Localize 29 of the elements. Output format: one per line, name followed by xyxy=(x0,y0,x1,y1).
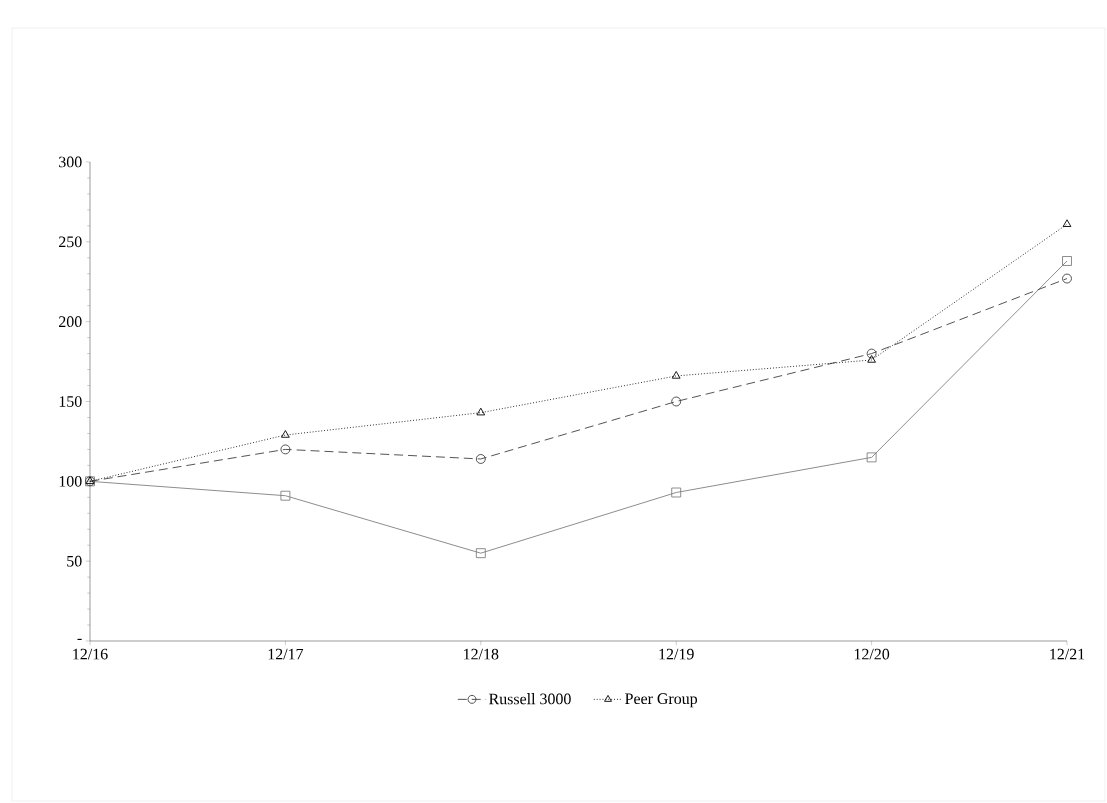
x-tick-label: 12/21 xyxy=(1050,648,1085,660)
x-tick-label: 12/19 xyxy=(659,648,694,660)
point xyxy=(671,487,682,498)
point xyxy=(281,430,290,438)
y-tick-label: 50 xyxy=(67,555,82,567)
point xyxy=(866,452,877,463)
x-tick-label: 12/17 xyxy=(268,648,304,660)
point xyxy=(475,548,486,559)
y-tick-label: 250 xyxy=(59,236,82,248)
y-tick-label: - xyxy=(77,638,82,641)
point xyxy=(671,396,682,407)
point xyxy=(867,355,876,363)
y-tick-label: 150 xyxy=(59,396,82,407)
point xyxy=(1062,219,1072,227)
legend-label: Peer Group xyxy=(625,693,698,708)
point xyxy=(1062,273,1072,284)
point xyxy=(671,371,681,379)
x-tick-label: 12/20 xyxy=(854,648,890,660)
x-tick-label: 12/18 xyxy=(464,648,499,660)
y-tick-label: 100 xyxy=(59,475,82,487)
point xyxy=(475,454,486,464)
y-tick-label: 300 xyxy=(59,156,82,168)
x-tick-label: 12/16 xyxy=(73,648,108,660)
legend-label: Russell 3000 xyxy=(489,693,571,705)
point xyxy=(280,444,291,455)
point xyxy=(866,348,877,359)
point xyxy=(280,490,291,501)
y-tick-label: 200 xyxy=(59,316,82,328)
point xyxy=(476,407,486,416)
